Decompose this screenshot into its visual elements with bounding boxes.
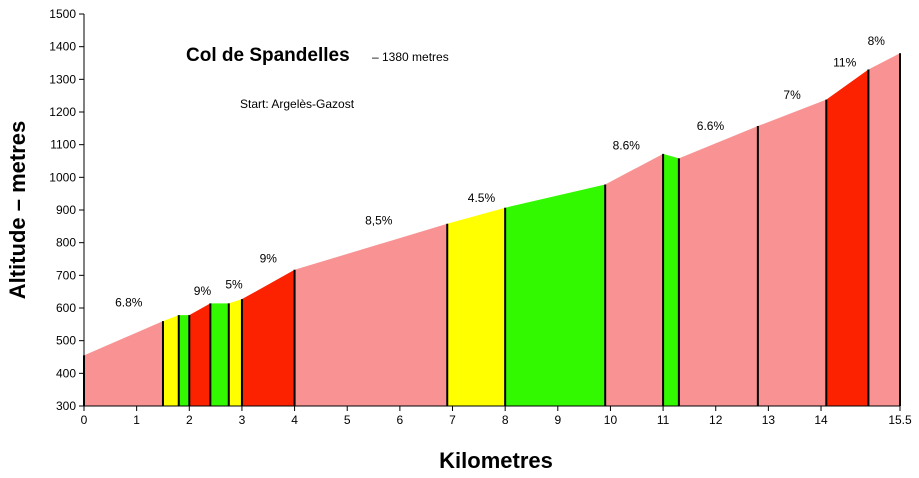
gradient-label: 7% bbox=[783, 88, 801, 102]
segment-yellow-1 bbox=[162, 315, 179, 406]
y-axis-title: Altitude – metres bbox=[5, 121, 30, 300]
y-tick-label: 1000 bbox=[49, 170, 76, 184]
y-tick-label: 1200 bbox=[49, 105, 76, 119]
x-tick-label: 14 bbox=[814, 413, 828, 427]
y-tick-label: 700 bbox=[56, 268, 76, 282]
gradient-labels: 6.8% 9% 5% 9% 8,5% 4.5% 8.6% 6.6% 7% 11% 8% bbox=[115, 34, 885, 309]
segment-markers bbox=[83, 53, 901, 406]
gradient-label: 11% bbox=[833, 55, 856, 69]
segment-green-4 bbox=[210, 303, 229, 406]
x-tick-label: 3 bbox=[239, 413, 246, 427]
gradient-label: 4.5% bbox=[468, 191, 496, 205]
y-tick-label: 1100 bbox=[50, 138, 76, 152]
x-axis-title: Kilometres bbox=[439, 448, 553, 473]
x-tick-label: 6 bbox=[397, 413, 404, 427]
gradient-label: 6.6% bbox=[697, 119, 725, 133]
segment-green-11 bbox=[663, 153, 679, 406]
y-tick-label: 500 bbox=[56, 334, 76, 348]
y-tick-label: 900 bbox=[56, 203, 76, 217]
segment-pink-13 bbox=[757, 99, 827, 406]
start-label: Start: Argelès-Gazost bbox=[240, 97, 355, 111]
segment-pink-15 bbox=[868, 53, 900, 406]
gradient-label: 8,5% bbox=[365, 214, 393, 228]
axis-ticks: 3004005006007008009001000110012001300140… bbox=[49, 7, 912, 427]
chart-subtitle: – 1380 metres bbox=[372, 50, 449, 64]
chart-title: Col de Spandelles bbox=[186, 45, 350, 66]
y-tick-label: 1400 bbox=[49, 40, 76, 54]
gradient-label: 9% bbox=[260, 251, 278, 265]
y-tick-label: 1300 bbox=[49, 72, 76, 86]
segment-red-6 bbox=[241, 269, 295, 406]
segment-pink-0 bbox=[84, 321, 163, 406]
gradient-label: 5% bbox=[225, 277, 243, 291]
x-tick-label: 10 bbox=[604, 413, 618, 427]
segment-yellow-5 bbox=[228, 299, 242, 406]
x-tick-label: 11 bbox=[657, 413, 670, 427]
y-tick-label: 600 bbox=[56, 301, 76, 315]
y-tick-label: 1500 bbox=[49, 7, 76, 21]
x-tick-label: 2 bbox=[186, 413, 193, 427]
x-tick-label: 12 bbox=[709, 413, 723, 427]
x-tick-label: 13 bbox=[762, 413, 776, 427]
segment-pink-7 bbox=[294, 223, 448, 406]
x-tick-label: 8 bbox=[502, 413, 509, 427]
gradient-label: 8.6% bbox=[613, 139, 641, 153]
segment-green-9 bbox=[505, 184, 606, 406]
x-tick-label: 1 bbox=[133, 413, 140, 427]
y-tick-label: 300 bbox=[56, 399, 76, 413]
segment-pink-10 bbox=[605, 153, 664, 406]
segment-red-14 bbox=[826, 69, 869, 407]
x-tick-label: 4 bbox=[291, 413, 298, 427]
x-tick-label: 7 bbox=[449, 413, 456, 427]
gradient-label: 6.8% bbox=[115, 295, 143, 309]
y-tick-label: 400 bbox=[56, 366, 76, 380]
segment-yellow-8 bbox=[447, 207, 506, 406]
y-tick-label: 800 bbox=[56, 236, 76, 250]
segment-pink-12 bbox=[678, 126, 758, 407]
gradient-label: 9% bbox=[194, 284, 212, 298]
segment-red-3 bbox=[189, 303, 211, 406]
gradient-label: 8% bbox=[868, 34, 886, 48]
segment-green-2 bbox=[178, 315, 190, 406]
x-tick-label: 0 bbox=[81, 413, 88, 427]
gradient-segments bbox=[84, 53, 900, 407]
x-tick-label: 9 bbox=[554, 413, 561, 427]
x-tick-label: 15.5 bbox=[888, 413, 912, 427]
x-tick-label: 5 bbox=[344, 413, 351, 427]
